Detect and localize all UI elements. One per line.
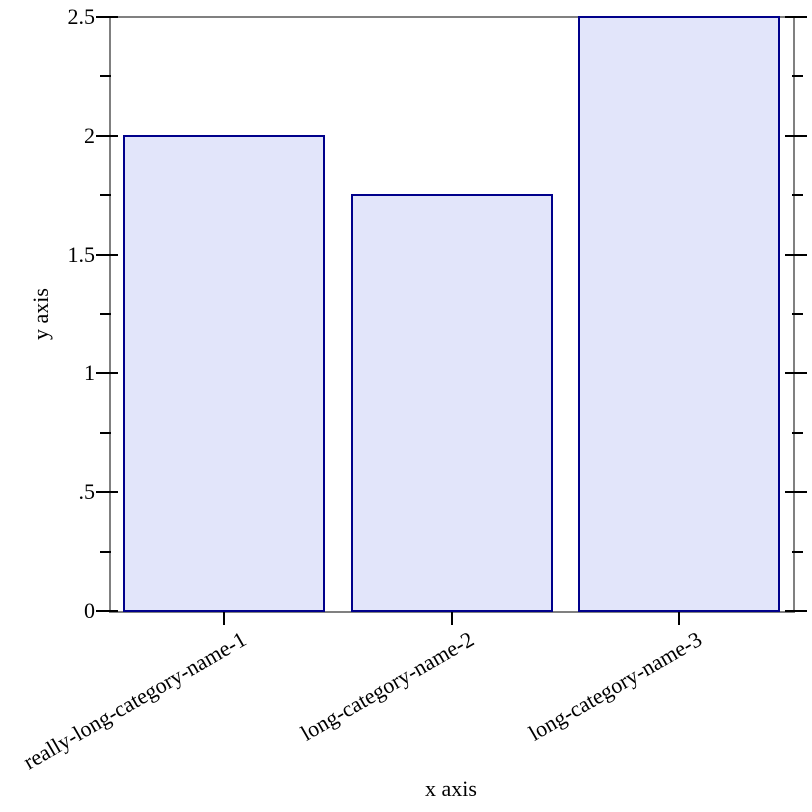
x-category-label: long-category-name-2 [296, 626, 478, 746]
x-category-tick [678, 612, 681, 625]
x-category-tick [450, 612, 453, 625]
bar [578, 16, 781, 612]
x-category-tick [222, 612, 225, 625]
y-axis-minor-tick [100, 550, 111, 553]
y-tick-label: 1.5 [67, 241, 96, 267]
y-axis-major-tick [96, 253, 118, 256]
y-axis-major-tick-far [785, 253, 807, 256]
y-axis-major-tick [96, 16, 118, 18]
y-tick-label: 2.5 [67, 4, 96, 29]
y-axis-title: y axis [28, 288, 53, 340]
y-axis-minor-tick-far [792, 550, 803, 553]
x-category-label: long-category-name-3 [523, 626, 706, 746]
y-axis-minor-tick [100, 313, 111, 315]
y-axis-major-tick-far [785, 610, 807, 612]
y-axis-major-tick [96, 610, 118, 612]
y-axis-major-tick-far [785, 372, 807, 375]
y-axis-major-tick-far [785, 16, 807, 18]
y-tick-label: 2 [84, 122, 95, 148]
y-axis-minor-tick [100, 194, 111, 197]
y-axis-minor-tick-far [792, 194, 803, 197]
y-axis-major-tick-far [785, 134, 807, 137]
y-tick-label: .5 [78, 479, 96, 505]
y-axis-minor-tick-far [792, 313, 803, 315]
y-axis-minor-tick [100, 431, 111, 434]
y-axis-major-tick [96, 134, 118, 137]
y-axis-major-tick [96, 372, 118, 375]
y-axis-minor-tick [100, 75, 111, 78]
y-tick-label: 1 [84, 360, 95, 386]
y-axis-major-tick [96, 491, 118, 494]
y-tick-label: 0 [84, 598, 95, 623]
y-axis-major-tick-far [785, 491, 807, 494]
x-axis-title: x axis [425, 776, 477, 801]
x-category-label: really-long-category-name-1 [18, 626, 251, 775]
y-axis-minor-tick-far [792, 75, 803, 78]
bar [350, 194, 553, 612]
bar [122, 134, 325, 612]
y-axis-minor-tick-far [792, 431, 803, 434]
